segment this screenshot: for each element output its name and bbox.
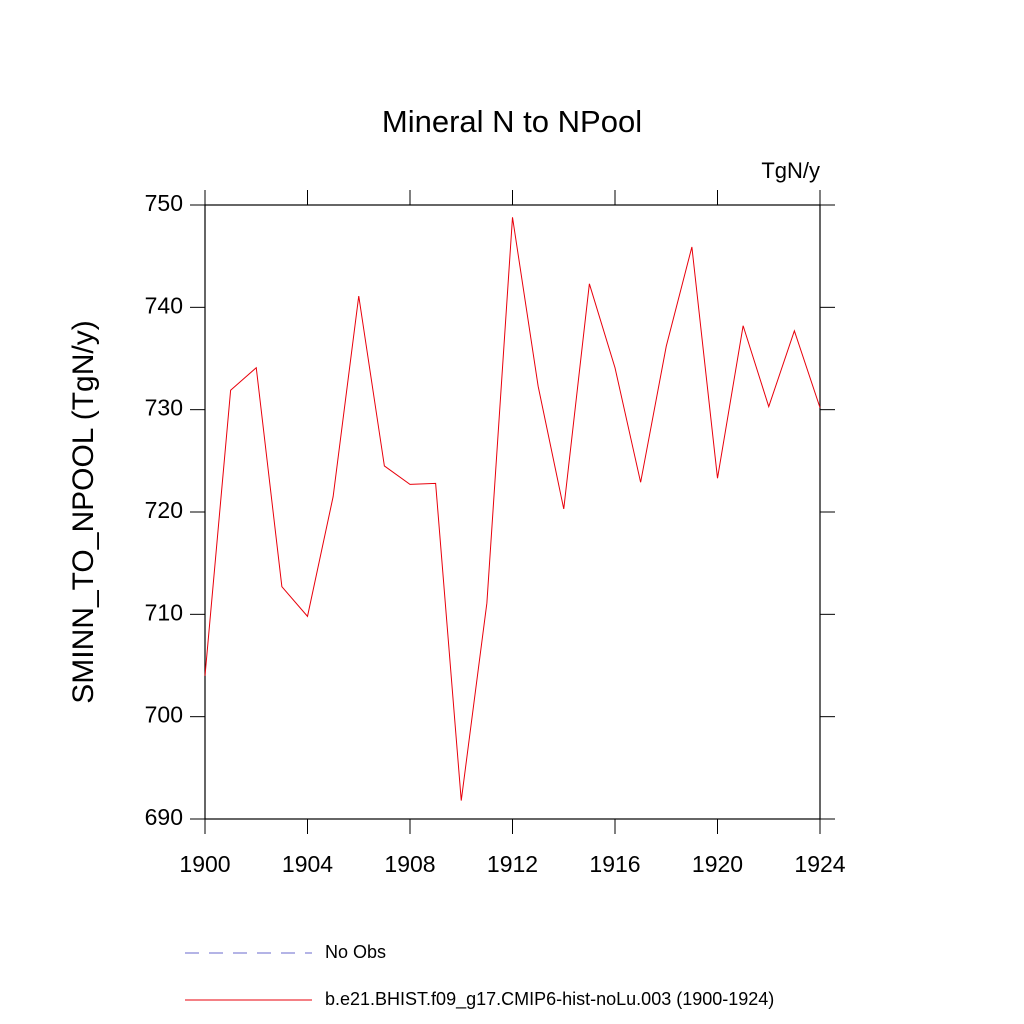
y-tick-label: 690 — [145, 804, 183, 830]
y-tick-label: 740 — [145, 292, 183, 318]
plot-frame — [204, 204, 821, 820]
y-tick-label: 710 — [145, 599, 183, 625]
y-tick-label: 700 — [145, 702, 183, 728]
units-label: TgN/y — [761, 158, 820, 183]
x-tick-label: 1916 — [589, 851, 640, 877]
x-tick-label: 1912 — [487, 851, 538, 877]
y-axis-label: SMINN_TO_NPOOL (TgN/y) — [67, 320, 100, 703]
legend-label: No Obs — [325, 942, 386, 962]
y-tick-label: 750 — [145, 190, 183, 216]
y-tick-label: 730 — [145, 395, 183, 421]
legend-label: b.e21.BHIST.f09_g17.CMIP6-hist-noLu.003 … — [325, 989, 774, 1010]
data-line — [204, 217, 821, 801]
y-tick-label: 720 — [145, 497, 183, 523]
x-tick-label: 1900 — [179, 851, 230, 877]
x-tick-label: 1924 — [794, 851, 845, 877]
x-tick-label: 1908 — [384, 851, 435, 877]
chart-title: Mineral N to NPool — [382, 104, 642, 139]
x-tick-label: 1904 — [282, 851, 333, 877]
x-tick-label: 1920 — [692, 851, 743, 877]
